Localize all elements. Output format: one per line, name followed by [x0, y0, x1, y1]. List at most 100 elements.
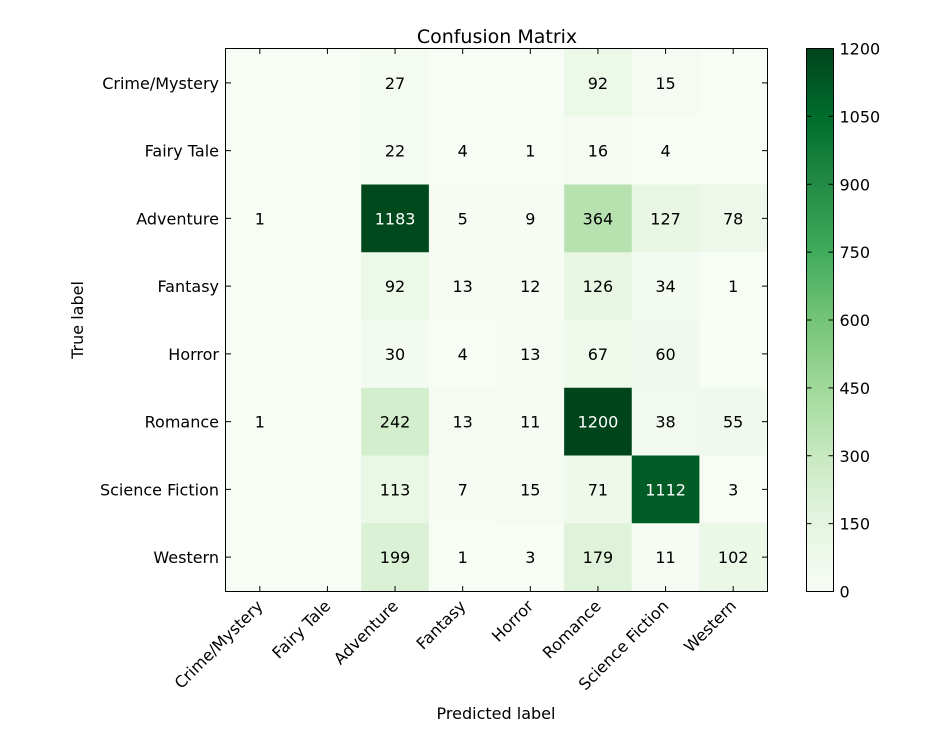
- heatmap-cell: [428, 49, 497, 118]
- cell-value: 179: [583, 548, 614, 567]
- heatmap-cell: [564, 387, 633, 456]
- heatmap-cell: [428, 455, 497, 524]
- heatmap-cell: [631, 455, 700, 524]
- cell-value: 27: [385, 74, 405, 93]
- heatmap-cell: [496, 320, 565, 389]
- heatmap-cell: [428, 320, 497, 389]
- cell-value: 9: [525, 209, 535, 228]
- chart-title: Confusion Matrix: [417, 26, 577, 48]
- x-axis-label: Predicted label: [437, 704, 556, 723]
- heatmap-cell: [496, 455, 565, 524]
- heatmap-cells: [226, 49, 768, 592]
- cell-value: 126: [583, 277, 614, 296]
- cell-value: 34: [655, 277, 675, 296]
- y-tick-label: Crime/Mystery: [102, 74, 219, 93]
- cell-value: 16: [588, 142, 608, 161]
- cell-value: 78: [723, 209, 743, 228]
- heatmap-cell: [361, 252, 430, 321]
- cell-value: 1: [255, 209, 265, 228]
- heatmap-cell: [293, 49, 362, 118]
- colorbar-tick-label: 1050: [840, 107, 881, 126]
- cell-value: 364: [583, 209, 614, 228]
- cell-value: 3: [525, 548, 535, 567]
- heatmap-cell: [631, 252, 700, 321]
- cell-value: 1183: [375, 209, 416, 228]
- heatmap-cell: [361, 49, 430, 118]
- y-tick-label: Science Fiction: [100, 480, 219, 499]
- heatmap-cell: [293, 320, 362, 389]
- x-tick-label: Adventure: [330, 596, 402, 668]
- heatmap-cell: [226, 320, 295, 389]
- heatmap-cell: [496, 49, 565, 118]
- heatmap-cell: [699, 387, 768, 456]
- heatmap-cell: [293, 252, 362, 321]
- plot-frame: [225, 48, 768, 592]
- heatmap-cell: [293, 184, 362, 253]
- cell-value: 55: [723, 413, 743, 432]
- heatmap-cell: [699, 320, 768, 389]
- heatmap-cell: [631, 523, 700, 592]
- heatmap-cell: [361, 320, 430, 389]
- colorbar-tick-label: 450: [840, 379, 871, 398]
- cell-value: 30: [385, 345, 405, 364]
- heatmap-cell: [361, 455, 430, 524]
- cell-value: 13: [453, 277, 473, 296]
- heatmap-cell: [226, 523, 295, 592]
- x-tick-label: Fantasy: [413, 596, 470, 653]
- heatmap-cell: [699, 455, 768, 524]
- heatmap-cell: [428, 523, 497, 592]
- heatmap-cell: [564, 455, 633, 524]
- y-tick-label: Western: [153, 548, 219, 567]
- cell-value: 5: [458, 209, 468, 228]
- heatmap-cell: [631, 116, 700, 185]
- colorbar-tick-label: 0: [840, 583, 850, 602]
- cell-value: 242: [380, 413, 411, 432]
- cell-value: 113: [380, 480, 411, 499]
- x-tick-label: Horror: [488, 596, 538, 646]
- colorbar-tick-label: 900: [840, 175, 871, 194]
- heatmap-cell: [293, 116, 362, 185]
- cell-value: 199: [380, 548, 411, 567]
- cell-value: 38: [655, 413, 675, 432]
- heatmap-cell: [564, 49, 633, 118]
- y-tick-label: Romance: [145, 413, 219, 432]
- colorbar-ticks: 0 150 300 450 600 750 900 1050 1200: [806, 40, 881, 602]
- heatmap-cell: [564, 523, 633, 592]
- x-tick-label: Crime/Mystery: [171, 596, 267, 692]
- cell-value: 11: [520, 413, 540, 432]
- cell-value: 13: [520, 345, 540, 364]
- cell-value: 1200: [578, 413, 619, 432]
- cell-value: 22: [385, 142, 405, 161]
- heatmap-cell: [226, 252, 295, 321]
- heatmap-cell: [631, 320, 700, 389]
- cell-value: 4: [458, 142, 468, 161]
- heatmap-cell: [226, 116, 295, 185]
- cell-value: 102: [718, 548, 749, 567]
- y-axis-label: True label: [68, 281, 87, 360]
- cell-value: 15: [520, 480, 540, 499]
- cell-value: 13: [453, 413, 473, 432]
- heatmap-cell: [699, 116, 768, 185]
- y-tick-label: Horror: [168, 345, 219, 364]
- cell-value: 92: [588, 74, 608, 93]
- heatmap-cell: [496, 184, 565, 253]
- cell-value: 1: [458, 548, 468, 567]
- heatmap-cell: [699, 252, 768, 321]
- colorbar-tick-label: 1200: [840, 40, 881, 59]
- cell-value: 15: [655, 74, 675, 93]
- heatmap-cell: [226, 49, 295, 118]
- colorbar-tick-label: 600: [840, 311, 871, 330]
- heatmap-cell: [631, 49, 700, 118]
- heatmap-cell: [293, 523, 362, 592]
- cell-value: 3: [728, 480, 738, 499]
- heatmap-cell: [361, 116, 430, 185]
- heatmap-cell: [428, 116, 497, 185]
- heatmap-cell: [699, 49, 768, 118]
- heatmap-cell: [361, 523, 430, 592]
- cell-value: 11: [655, 548, 675, 567]
- heatmap-cell: [564, 184, 633, 253]
- heatmap-cell: [564, 252, 633, 321]
- heatmap-cell: [496, 387, 565, 456]
- cell-value: 4: [458, 345, 468, 364]
